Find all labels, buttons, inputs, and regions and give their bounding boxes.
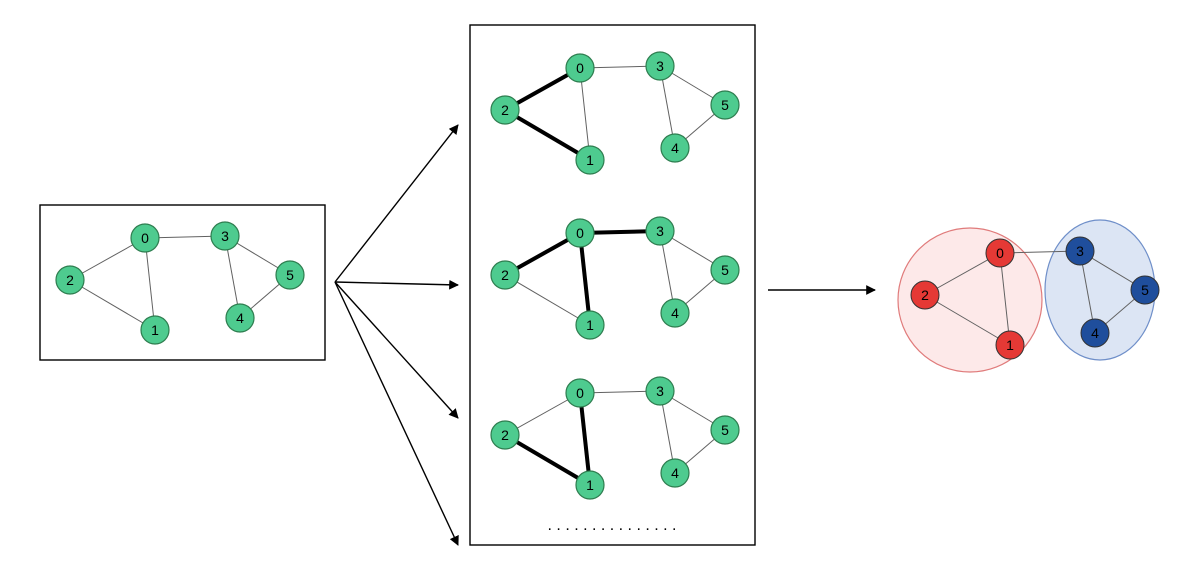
node-label-3: 3 <box>656 223 664 239</box>
node-label-2: 2 <box>66 272 74 288</box>
node-label-5: 5 <box>721 262 729 278</box>
out-node-label-1: 1 <box>1006 337 1014 353</box>
node-label-0: 0 <box>576 225 584 241</box>
edge-1-2 <box>505 110 590 160</box>
node-label-2: 2 <box>501 102 509 118</box>
node-label-0: 0 <box>141 230 149 246</box>
edge-1-2 <box>505 275 590 325</box>
subgraph-0: 0 1 2 3 4 5 <box>491 52 739 174</box>
node-label-5: 5 <box>286 267 294 283</box>
edge-1-2 <box>505 435 590 485</box>
input-graph: 0 1 2 3 4 5 <box>56 222 304 344</box>
subgraph-1: 0 1 2 3 4 5 <box>491 217 739 339</box>
node-label-5: 5 <box>721 97 729 113</box>
node-label-1: 1 <box>586 317 594 333</box>
node-label-0: 0 <box>576 385 584 401</box>
node-label-4: 4 <box>671 465 679 481</box>
node-label-2: 2 <box>501 427 509 443</box>
diagram-canvas: 0 1 2 3 4 5 0 1 2 3 4 5 0 1 2 3 4 5 0 1 2 3 4 5 . . . . . . . . … <box>0 0 1200 566</box>
out-node-label-5: 5 <box>1141 282 1149 298</box>
node-label-3: 3 <box>656 383 664 399</box>
node-label-5: 5 <box>721 422 729 438</box>
out-node-label-3: 3 <box>1076 243 1084 259</box>
ellipsis-text: . . . . . . . . . . . . . . . <box>548 517 677 534</box>
node-label-1: 1 <box>151 322 159 338</box>
out-node-label-4: 4 <box>1091 325 1099 341</box>
node-label-4: 4 <box>236 310 244 326</box>
node-label-1: 1 <box>586 152 594 168</box>
node-label-0: 0 <box>576 60 584 76</box>
fanout-arrow-2 <box>335 282 458 418</box>
output-graph: 0 1 2 3 4 5 <box>898 220 1159 372</box>
fanout-arrow-1 <box>335 282 458 285</box>
out-node-label-2: 2 <box>921 287 929 303</box>
out-node-label-0: 0 <box>996 245 1004 261</box>
edge-1-2 <box>70 280 155 330</box>
node-label-1: 1 <box>586 477 594 493</box>
node-label-4: 4 <box>671 305 679 321</box>
subgraph-2: 0 1 2 3 4 5 <box>491 377 739 499</box>
node-label-4: 4 <box>671 140 679 156</box>
fanout-arrow-0 <box>335 125 458 282</box>
fanout-arrow-3 <box>335 282 458 545</box>
node-label-3: 3 <box>221 228 229 244</box>
node-label-3: 3 <box>656 58 664 74</box>
node-label-2: 2 <box>501 267 509 283</box>
